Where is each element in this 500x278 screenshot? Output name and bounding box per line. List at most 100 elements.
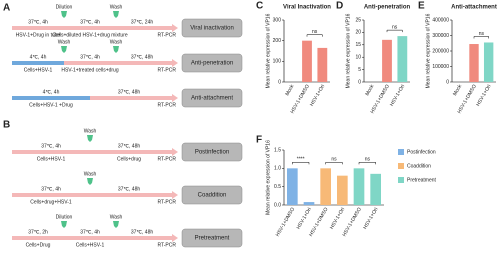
sig-label: ns: [479, 31, 485, 37]
sig-label: ****: [297, 157, 305, 163]
bar: [303, 202, 315, 205]
step-label: 37℃, 48h: [131, 229, 154, 235]
chart-title: Anti-attachment: [451, 5, 497, 11]
assay-box: [181, 142, 243, 162]
marker-label: Dilution: [56, 4, 73, 10]
readout: RT-PCR: [157, 102, 176, 108]
marker-label: Wash: [84, 128, 97, 134]
timeline: [12, 26, 172, 30]
timeline-arrow: [172, 191, 178, 199]
bar: [382, 39, 392, 82]
x-tick-label: HSV-1+Ori: [329, 207, 346, 231]
bar: [287, 168, 298, 205]
y-axis-label: Mean relative expression of VP16: [425, 13, 431, 88]
y-tick-label: 400000: [432, 17, 449, 23]
assay-label: Anti-penetration: [191, 61, 233, 67]
timeline-arrow: [172, 148, 178, 156]
legend-label: Coaddition: [407, 163, 431, 169]
assay-label: Pretreatment: [195, 236, 230, 242]
x-tick-label: HSV-1+Ori: [389, 84, 406, 108]
bar: [353, 168, 365, 205]
x-tick-label: HSV-1+Ori: [296, 207, 313, 231]
y-axis-label: Mean relative expression of VP16: [265, 140, 271, 215]
step-label: 37℃, 4h: [41, 186, 61, 192]
y-tick-label: 25: [355, 17, 361, 23]
timeline: [12, 150, 172, 154]
panel-label: E: [418, 1, 425, 12]
note: Cells+diluted HSV-1+drug mixture: [52, 32, 128, 38]
marker-label: Wash: [110, 39, 123, 45]
step-label: 37℃, 4h: [80, 19, 100, 25]
y-tick-label: 20: [355, 30, 361, 36]
note: Cells+HSV-1: [24, 67, 53, 73]
timeline-arrow: [172, 94, 178, 102]
sig-bracket: [306, 34, 323, 37]
timeline: [12, 61, 172, 65]
y-tick-label: 300: [273, 17, 282, 23]
panel-label: C: [256, 1, 263, 12]
assay-label: Postinfection: [195, 150, 229, 156]
readout: RT-PCR: [157, 32, 176, 38]
x-tick-label: HSV-1+Ori: [475, 84, 492, 108]
readout: RT-PCR: [157, 67, 176, 73]
panel-label: F: [256, 135, 262, 146]
marker-icon: [87, 178, 93, 185]
x-tick-label: Mock: [284, 83, 295, 97]
marker-icon: [61, 11, 67, 18]
y-tick-label: 10: [355, 55, 361, 61]
note: Cells+HSV-1 +Drug: [29, 102, 73, 108]
chart-title: Anti-penetration: [364, 5, 411, 11]
sig-label: ns: [365, 157, 371, 163]
legend-swatch: [398, 149, 404, 155]
bar: [469, 44, 479, 82]
step-label: 37℃, 4h: [80, 54, 100, 60]
marker-label: Wash: [110, 4, 123, 10]
marker-icon: [61, 46, 67, 53]
y-axis-label: Mean relative expression of VP16: [345, 13, 351, 88]
chart-title: Viral Inactivation: [283, 5, 331, 11]
note: Cells+Drug: [26, 242, 51, 248]
sig-bracket: [473, 36, 489, 39]
y-tick-label: 5: [358, 67, 361, 73]
sig-label: ns: [392, 24, 398, 30]
bar: [483, 42, 494, 82]
marker-icon: [113, 221, 119, 228]
y-tick-label: 1.5: [274, 147, 281, 153]
step-label: 37℃, 48h: [131, 54, 154, 60]
step-label: 37℃, 2h: [28, 229, 48, 235]
note: Cells+HSV-1: [37, 156, 66, 162]
y-tick-label: 100: [273, 59, 282, 65]
marker-label: Dilution: [56, 214, 73, 220]
step-label: 4℃, 4h: [30, 54, 47, 60]
readout: RT-PCR: [157, 156, 176, 162]
note: Cells+HSV-1: [76, 242, 105, 248]
note: Cells+drug: [117, 156, 141, 162]
x-tick-label: Mock: [364, 83, 375, 97]
assay-label: Anti-attachment: [191, 96, 233, 102]
step-label: 37℃, 4h: [80, 229, 100, 235]
sig-label: ns: [331, 157, 337, 163]
timeline-cold: [12, 61, 64, 65]
assay-box: [181, 18, 243, 38]
y-tick-label: 15: [355, 42, 361, 48]
y-axis-label: Mean relative expression of VP16: [265, 13, 271, 88]
sig-bracket: [358, 162, 376, 165]
y-tick-label: 200: [273, 38, 282, 44]
timeline-arrow: [172, 234, 178, 242]
timeline: [12, 236, 172, 240]
legend-swatch: [398, 163, 404, 169]
y-tick-label: 300000: [432, 33, 449, 39]
readout: RT-PCR: [157, 199, 176, 205]
step-label: 37℃, 24h: [131, 19, 154, 25]
y-tick-label: 0: [358, 79, 361, 85]
panel-label: D: [336, 1, 343, 12]
panel-label: A: [3, 3, 10, 14]
sig-bracket: [292, 162, 310, 165]
y-tick-label: 0: [446, 79, 449, 85]
legend-label: Postinfection: [407, 149, 436, 155]
note: HSV-1+treated cells+drug: [61, 67, 118, 73]
assay-box: [181, 228, 243, 248]
timeline: [12, 96, 172, 100]
readout: RT-PCR: [157, 242, 176, 248]
